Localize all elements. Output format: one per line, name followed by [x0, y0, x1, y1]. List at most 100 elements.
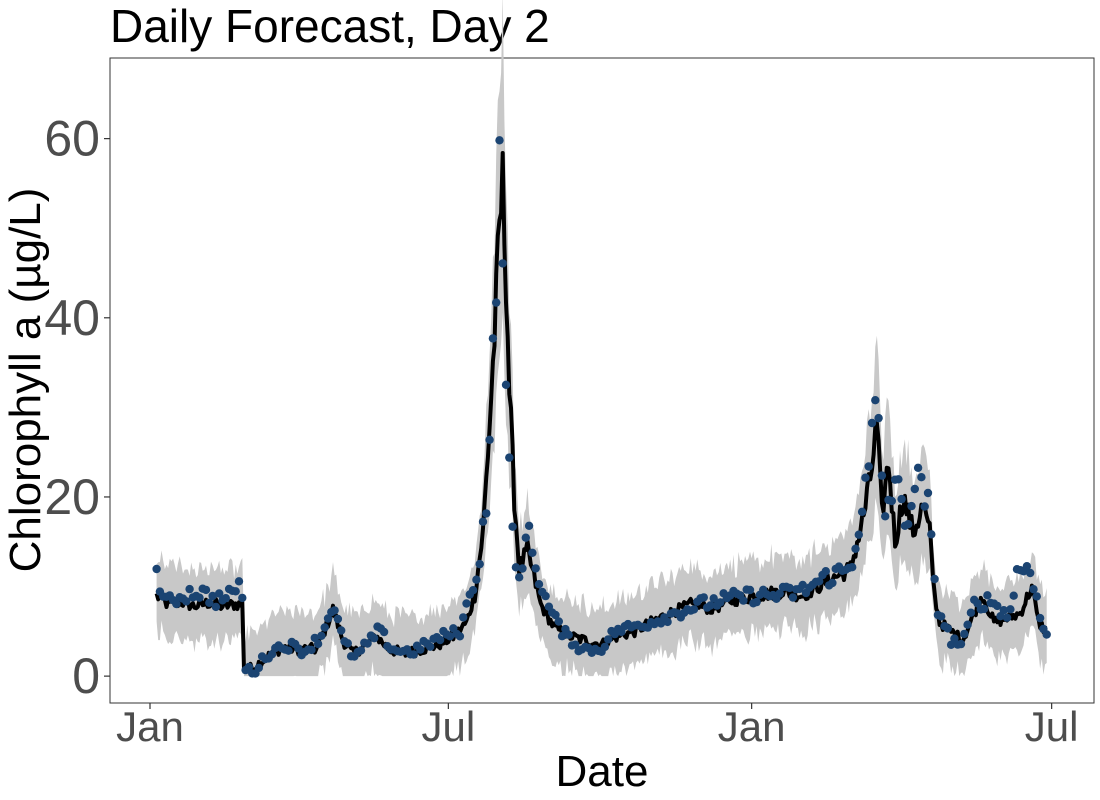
chart-title: Daily Forecast, Day 2: [110, 0, 550, 52]
observed-point: [356, 646, 366, 655]
observed-point: [472, 575, 481, 584]
observed-point: [267, 650, 277, 659]
observed-point: [864, 462, 873, 471]
observed-point: [943, 624, 952, 633]
observed-point: [983, 591, 992, 600]
observed-point: [531, 564, 540, 573]
observed-point: [485, 435, 494, 444]
observed-point: [1009, 591, 1018, 600]
observed-point: [511, 563, 521, 572]
observed-point: [897, 494, 906, 504]
observed-point: [541, 591, 550, 601]
y-tick-label: 20: [44, 469, 100, 525]
observed-point: [294, 644, 303, 653]
observed-point: [999, 606, 1008, 615]
observed-point: [854, 530, 863, 539]
observed-point: [459, 613, 468, 622]
x-tick-label: Jan: [718, 703, 786, 750]
observed-point: [495, 136, 504, 145]
observed-point: [564, 630, 573, 639]
observed-point: [284, 646, 293, 655]
y-axis-label: Chlorophyll a (µg/L): [1, 188, 50, 573]
observed-point: [426, 642, 435, 651]
observed-point: [320, 623, 329, 632]
observed-point: [455, 632, 465, 641]
observed-point: [521, 533, 530, 542]
observed-point: [993, 601, 1002, 611]
observed-point: [956, 639, 966, 649]
observed-point: [221, 594, 230, 603]
observed-point: [600, 642, 610, 652]
observed-point: [337, 626, 346, 635]
observed-point: [930, 574, 939, 584]
observed-point: [363, 639, 372, 648]
observed-point: [851, 544, 860, 553]
observed-point: [488, 334, 498, 343]
observed-point: [907, 501, 916, 511]
observed-point: [706, 601, 715, 610]
observed-point: [501, 380, 511, 389]
observed-point: [409, 650, 418, 659]
observed-point: [848, 563, 857, 572]
observed-point: [554, 617, 563, 626]
observed-point: [937, 612, 946, 621]
x-tick-label: Jul: [422, 703, 476, 750]
prediction-interval-band: [156, 0, 1047, 677]
observed-point: [205, 598, 214, 607]
observed-point: [923, 488, 933, 498]
observed-point: [1035, 613, 1045, 623]
observed-point: [815, 577, 824, 586]
observed-point: [979, 604, 989, 614]
observed-point: [182, 597, 191, 606]
observed-point: [515, 573, 524, 582]
observed-point: [689, 605, 699, 614]
observed-point: [716, 598, 725, 607]
observed-point: [244, 662, 254, 672]
y-tick-label: 0: [72, 648, 100, 704]
observed-point: [551, 610, 560, 620]
observed-point: [234, 577, 244, 586]
observed-point: [788, 593, 798, 602]
observed-point: [231, 587, 240, 596]
observed-point: [699, 593, 708, 602]
observed-point: [185, 584, 194, 594]
observed-point: [966, 608, 976, 617]
observed-point: [468, 586, 478, 595]
observed-point: [881, 512, 890, 521]
observed-point: [201, 585, 211, 595]
observed-point: [1032, 592, 1042, 601]
observed-point: [211, 602, 221, 612]
observed-point: [745, 585, 755, 595]
plot-panel: [109, 57, 1095, 704]
observed-point: [307, 645, 316, 655]
observed-point: [857, 507, 867, 516]
observed-point: [1022, 562, 1032, 571]
observed-point: [887, 496, 896, 506]
interval-area: [156, 0, 1047, 677]
observed-point: [861, 473, 870, 482]
observed-point: [505, 453, 514, 462]
observed-point: [343, 639, 352, 648]
observed-point: [739, 596, 748, 605]
observed-point: [379, 627, 389, 637]
forecast-line-path: [154, 151, 1048, 675]
observed-point: [508, 522, 517, 531]
observed-point: [238, 593, 247, 603]
y-tick-label: 40: [44, 290, 100, 346]
observed-point: [323, 614, 333, 623]
observed-point: [1002, 613, 1012, 622]
observed-point: [254, 663, 263, 673]
observed-point: [571, 640, 580, 649]
observed-point: [910, 484, 919, 494]
observed-point: [445, 632, 455, 641]
y-axis: 0 20 40 60: [44, 111, 110, 704]
observed-point: [877, 471, 887, 480]
observed-point: [208, 591, 217, 601]
forecast-line: [154, 151, 1048, 675]
observed-point: [498, 259, 507, 268]
observed-point: [927, 530, 936, 539]
observed-point: [709, 594, 718, 603]
observed-point: [871, 396, 880, 405]
observed-point: [482, 509, 491, 518]
